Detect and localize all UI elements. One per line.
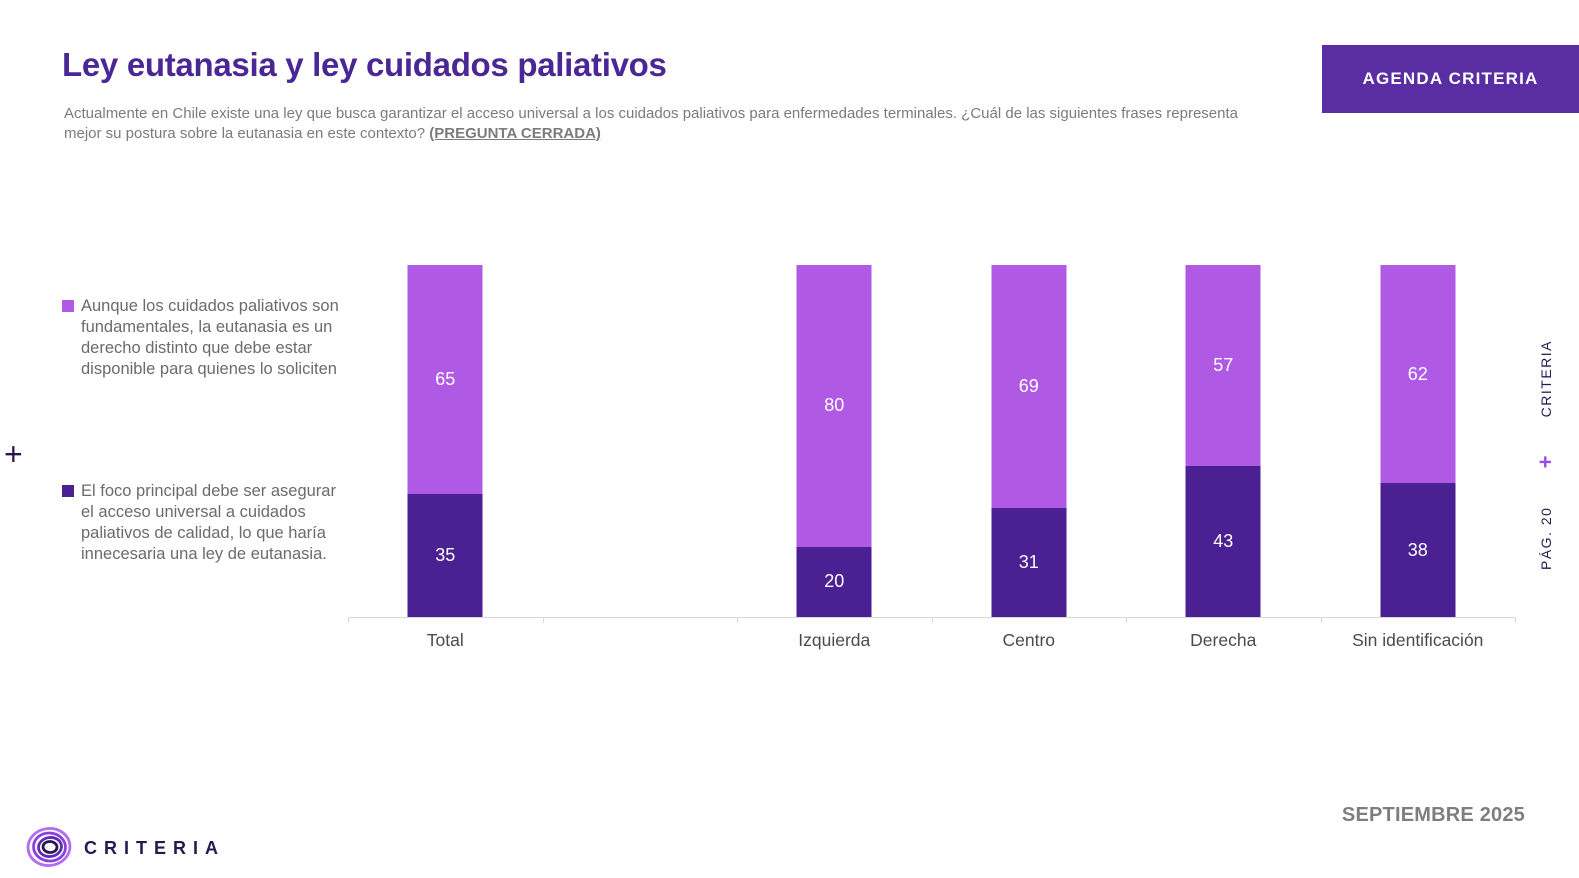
category-label: Derecha xyxy=(1190,630,1257,650)
bar-segment: 20 xyxy=(796,546,872,617)
category-label: Izquierda xyxy=(798,630,871,650)
stacked-bar: 65 35 xyxy=(407,265,483,617)
stacked-bar: 62 38 xyxy=(1380,265,1456,617)
agenda-criteria-label: AGENDA CRITERIA xyxy=(1362,69,1539,88)
value-label: 62 xyxy=(1407,363,1428,384)
footer-date-label: SEPTIEMBRE 2025 xyxy=(1341,804,1525,826)
legend-item-cuidados-paliativos: El foco principal debe ser asegurar el a… xyxy=(62,481,362,565)
chart-slot-empty xyxy=(543,265,738,617)
stacked-bar: 69 31 xyxy=(991,265,1067,617)
survey-question: Actualmente en Chile existe una ley que … xyxy=(64,104,1274,143)
axis-tick xyxy=(542,617,544,623)
bar-segment: 38 xyxy=(1380,483,1456,617)
pregunta-cerrada-link[interactable]: (PREGUNTA CERRADA) xyxy=(429,124,601,142)
axis-tick xyxy=(1320,617,1322,623)
stacked-bar-chart: 65 35 Total 80 20 Izquierda 69 31 Centro 57 43 Dere… xyxy=(348,265,1516,650)
axis-tick xyxy=(1126,617,1127,623)
chart-slot-centro: 69 31 Centro xyxy=(932,265,1127,650)
bar-segment: 65 xyxy=(407,265,483,494)
category-label: Total xyxy=(426,630,464,650)
value-label: 65 xyxy=(435,368,456,389)
bar-segment: 43 xyxy=(1185,465,1261,617)
criteria-logo-icon xyxy=(26,827,72,867)
legend-marker-light-purple xyxy=(62,300,74,312)
value-label: 20 xyxy=(824,571,845,592)
rail-plus-icon: + xyxy=(1533,455,1558,469)
value-label: 38 xyxy=(1407,539,1428,560)
page-title: Ley eutanasia y ley cuidados paliativos xyxy=(62,46,667,83)
value-label: 80 xyxy=(824,395,845,416)
value-label: 31 xyxy=(1018,551,1039,572)
bar-segment: 69 xyxy=(991,265,1067,508)
legend-marker-dark-purple xyxy=(62,485,74,497)
value-label: 43 xyxy=(1213,530,1234,551)
value-label: 35 xyxy=(435,544,456,565)
footer-brand-label: CRITERIA xyxy=(84,838,225,858)
chart-slot-derecha: 57 43 Derecha xyxy=(1126,265,1321,650)
chart-slot-izquierda: 80 20 Izquierda xyxy=(737,265,932,650)
stacked-bar: 80 20 xyxy=(796,265,872,617)
legend-label-series-1: Aunque los cuidados paliativos son funda… xyxy=(81,297,339,378)
left-plus-decoration: + xyxy=(4,436,23,472)
survey-question-text: Actualmente en Chile existe una ley que … xyxy=(64,105,1238,142)
value-label: 69 xyxy=(1018,375,1039,396)
axis-tick xyxy=(1515,617,1516,623)
rail-brand-label: CRITERIA xyxy=(1538,340,1554,418)
bar-segment: 62 xyxy=(1380,265,1456,484)
bar-segment: 80 xyxy=(796,265,872,547)
category-label: Centro xyxy=(1002,630,1056,650)
bar-segment: 35 xyxy=(407,493,483,617)
stacked-bar: 57 43 xyxy=(1185,265,1261,617)
bar-segment: 31 xyxy=(991,507,1067,617)
page-side-rail: PÁG. 20 + CRITERIA xyxy=(1533,340,1558,570)
legend-item-eutanasia-derecho: Aunque los cuidados paliativos son funda… xyxy=(62,296,362,380)
axis-tick xyxy=(931,617,933,623)
agenda-criteria-button[interactable]: AGENDA CRITERIA xyxy=(1322,45,1579,113)
bar-segment: 57 xyxy=(1185,265,1261,466)
axis-tick xyxy=(737,617,738,623)
axis-tick xyxy=(348,617,349,623)
chart-slot-sin-identificaci-n: 62 38 Sin identificación xyxy=(1321,265,1516,650)
legend-label-series-2: El foco principal debe ser asegurar el a… xyxy=(81,482,336,563)
category-label: Sin identificación xyxy=(1352,630,1484,650)
value-label: 57 xyxy=(1213,354,1234,375)
page-number-label: PÁG. 20 xyxy=(1538,506,1554,570)
chart-slot-total: 65 35 Total xyxy=(348,265,543,650)
